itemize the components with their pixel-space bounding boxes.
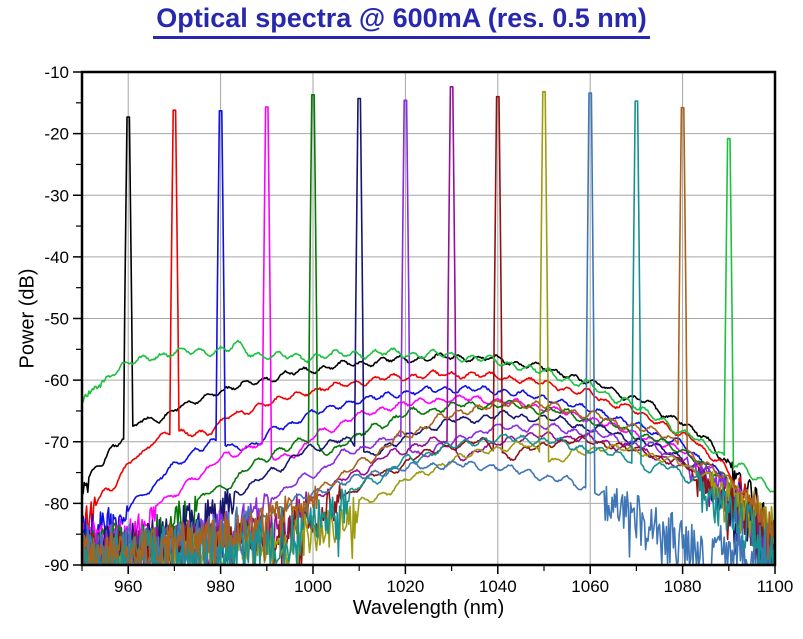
tick-labels: 960 980 1000 1020 1040 1060 1080 1100 -10 -20 -30 -… <box>44 63 793 596</box>
y-tick-label--10: -10 <box>44 63 69 82</box>
series-960nm <box>82 116 775 547</box>
gridlines <box>82 72 775 565</box>
y-tick-label--70: -70 <box>44 433 69 452</box>
x-tick-label-1080: 1080 <box>664 577 702 596</box>
series-1020nm <box>82 99 775 565</box>
y-tick-label--20: -20 <box>44 125 69 144</box>
y-tick-label--80: -80 <box>44 494 69 513</box>
series-1040nm <box>82 95 775 565</box>
x-tick-label-960: 960 <box>114 577 142 596</box>
plot-frame <box>80 70 777 567</box>
x-tick-label-1060: 1060 <box>571 577 609 596</box>
series-1000nm <box>82 94 775 565</box>
y-tick-label--60: -60 <box>44 371 69 390</box>
series-1080nm <box>82 106 775 565</box>
y-axis-title: Power (dB) <box>16 268 39 369</box>
series-1070nm <box>82 100 775 565</box>
x-tick-label-1100: 1100 <box>757 577 794 596</box>
y-tick-label--30: -30 <box>44 186 69 205</box>
spectra-curves <box>82 86 775 565</box>
chart-title: Optical spectra @ 600mA (res. 0.5 nm) <box>153 3 650 39</box>
x-tick-label-1020: 1020 <box>386 577 424 596</box>
axis-ticks <box>73 71 776 574</box>
x-tick-label-1000: 1000 <box>294 577 332 596</box>
series-1060nm <box>82 92 775 565</box>
series-980nm <box>82 110 775 565</box>
series-1050nm <box>82 90 775 565</box>
x-tick-label-980: 980 <box>206 577 234 596</box>
chart-title-row: Optical spectra @ 600mA (res. 0.5 nm) <box>0 3 803 39</box>
series-1010nm <box>82 97 775 565</box>
x-tick-label-1040: 1040 <box>479 577 517 596</box>
y-tick-label--90: -90 <box>44 556 69 575</box>
x-axis-title: Wavelength (nm) <box>352 597 505 619</box>
series-1090nm <box>82 137 775 493</box>
series-1030nm <box>82 86 775 565</box>
series-970nm <box>82 109 775 558</box>
y-tick-label--50: -50 <box>44 310 69 329</box>
y-tick-label--40: -40 <box>44 248 69 267</box>
series-990nm <box>82 106 775 565</box>
